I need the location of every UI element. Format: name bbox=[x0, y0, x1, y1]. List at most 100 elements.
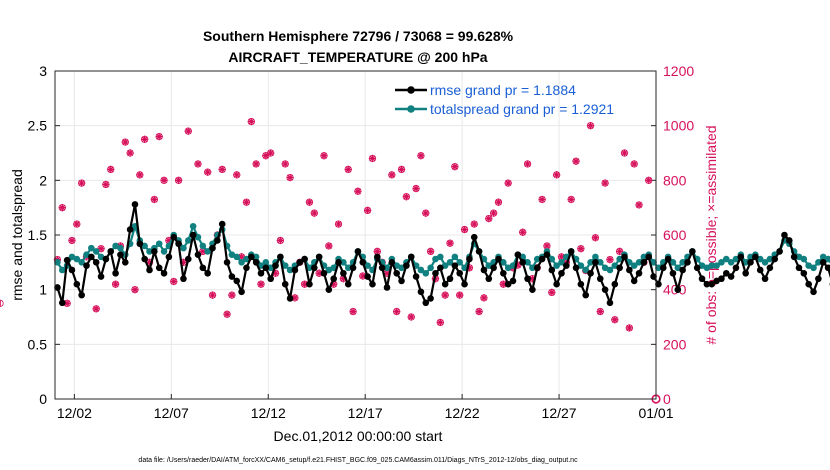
totalspread-point bbox=[606, 266, 614, 274]
rmse-point bbox=[659, 264, 667, 272]
y-tick-label-right: 1000 bbox=[663, 118, 694, 134]
y-tick-label-right: 1200 bbox=[663, 63, 694, 79]
obs-point-ring bbox=[107, 165, 115, 173]
rmse-point bbox=[732, 264, 740, 272]
rmse-point bbox=[427, 295, 434, 302]
rmse-point bbox=[795, 264, 803, 272]
obs-point-stroke bbox=[204, 169, 211, 176]
totalspread-point bbox=[160, 248, 168, 255]
obs-point bbox=[548, 288, 556, 296]
obs-point bbox=[208, 291, 217, 299]
obs-point bbox=[591, 234, 600, 242]
obs-point-ring bbox=[364, 206, 372, 214]
rmse-point bbox=[121, 259, 129, 266]
totalspread-point bbox=[252, 253, 260, 261]
rmse-point bbox=[296, 259, 304, 266]
totalspread-point bbox=[635, 259, 643, 266]
obs-point bbox=[475, 307, 483, 316]
obs-point-ring bbox=[92, 305, 100, 313]
rmse-point bbox=[136, 240, 144, 248]
obs-point-ring bbox=[228, 291, 236, 299]
rmse-point bbox=[247, 253, 255, 261]
obs-point-stroke bbox=[335, 221, 342, 228]
obs-point-ring bbox=[184, 127, 192, 135]
obs-point-stroke bbox=[543, 242, 550, 249]
obs-point bbox=[218, 165, 226, 173]
obs-point bbox=[111, 280, 120, 288]
obs-point bbox=[436, 318, 444, 327]
x-tick-label: 01/01 bbox=[638, 405, 673, 421]
rmse-point bbox=[175, 240, 182, 248]
legend: rmse grand pr = 1.1884 totalspread grand… bbox=[395, 82, 614, 117]
totalspread-point bbox=[286, 266, 294, 274]
rmse-point bbox=[383, 284, 391, 291]
obs-point bbox=[334, 220, 343, 228]
obs-point-stroke bbox=[345, 166, 352, 173]
rmse-point bbox=[146, 266, 153, 274]
rmse-point bbox=[209, 244, 216, 252]
obs-point-stroke bbox=[572, 158, 580, 165]
totalspread-point bbox=[417, 266, 425, 274]
rmse-point bbox=[592, 259, 599, 266]
obs-point-stroke bbox=[398, 166, 405, 173]
rmse-point bbox=[451, 262, 459, 269]
obs-point-ring bbox=[111, 280, 120, 288]
rmse-point bbox=[684, 259, 691, 266]
obs-point bbox=[490, 209, 498, 217]
obs-point-stroke bbox=[471, 221, 478, 228]
rmse-point bbox=[674, 286, 682, 293]
obs-point bbox=[368, 154, 377, 163]
obs-point bbox=[126, 149, 134, 157]
obs-point bbox=[223, 310, 231, 318]
obs-point-stroke bbox=[553, 171, 560, 178]
totalspread-point bbox=[146, 248, 153, 255]
tick-labels: 00.511.522.5302004006008001000120012/021… bbox=[28, 63, 695, 421]
obs-point-ring bbox=[446, 239, 454, 247]
rmse-point bbox=[577, 280, 585, 288]
rmse-point bbox=[141, 255, 148, 263]
rmse-point bbox=[330, 275, 337, 283]
obs-point-stroke bbox=[73, 221, 80, 228]
obs-point bbox=[281, 160, 289, 168]
rmse-point bbox=[349, 264, 357, 272]
totalspread-point bbox=[548, 255, 556, 263]
rmse-point bbox=[543, 251, 551, 258]
obs-point-ring bbox=[616, 247, 624, 255]
totalspread-point bbox=[500, 259, 507, 266]
x-tick-label: 12/02 bbox=[57, 405, 92, 421]
rmse-point bbox=[63, 256, 71, 264]
obs-point bbox=[252, 160, 260, 168]
rmse-point bbox=[470, 233, 478, 241]
obs-point-ring bbox=[417, 152, 425, 160]
obs-point-stroke bbox=[224, 311, 231, 318]
rmse-point bbox=[228, 273, 236, 280]
obs-point-ring bbox=[393, 307, 401, 316]
totalspread-point bbox=[437, 253, 444, 261]
obs-point-stroke bbox=[451, 163, 458, 170]
obs-point bbox=[320, 152, 328, 160]
rmse-point bbox=[655, 280, 662, 288]
obs-point-ring bbox=[58, 204, 66, 212]
totalspread-point bbox=[233, 253, 241, 261]
rmse-point bbox=[718, 275, 725, 283]
obs-point-ring bbox=[194, 160, 202, 168]
obs-point bbox=[480, 294, 488, 302]
obs-point-ring bbox=[160, 176, 168, 184]
x-axis-label: Dec.01,2012 00:00:00 start bbox=[274, 428, 443, 444]
obs-point-stroke bbox=[127, 149, 134, 157]
obs-point bbox=[150, 195, 158, 204]
obs-point-ring bbox=[480, 294, 488, 302]
obs-point-ring bbox=[325, 242, 333, 250]
obs-point bbox=[427, 247, 435, 255]
totalspread-point bbox=[281, 262, 289, 269]
obs-point-ring bbox=[397, 165, 406, 173]
rmse-point bbox=[606, 299, 614, 307]
obs-point-stroke bbox=[141, 136, 148, 143]
obs-point bbox=[160, 176, 168, 184]
obs-point-stroke bbox=[325, 242, 332, 249]
rmse-point bbox=[364, 273, 371, 280]
obs-point bbox=[131, 286, 139, 294]
rmse-point bbox=[815, 275, 822, 283]
rmse-point bbox=[335, 259, 342, 266]
obs-point bbox=[616, 247, 624, 255]
